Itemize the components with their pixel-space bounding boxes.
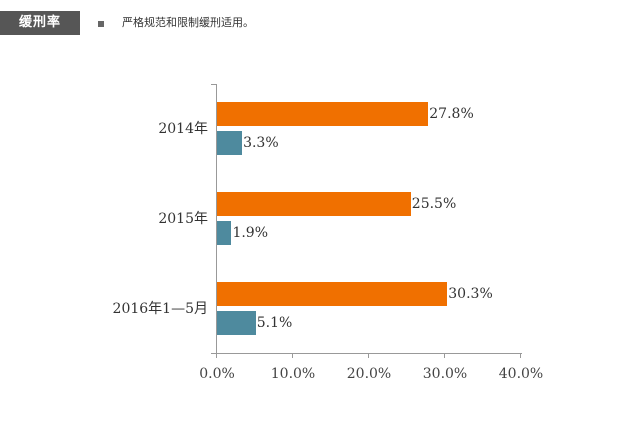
x-tick bbox=[292, 353, 293, 358]
bar-teal bbox=[217, 221, 232, 245]
x-tick bbox=[444, 353, 445, 358]
bar-orange bbox=[217, 282, 448, 306]
category-label: 2016年1—5月 bbox=[112, 301, 208, 317]
bar-teal bbox=[217, 131, 243, 155]
category-label: 2014年 bbox=[158, 121, 208, 137]
x-tick-label: 10.0% bbox=[270, 366, 316, 382]
x-tick-label: 0.0% bbox=[199, 366, 235, 382]
x-tick bbox=[368, 353, 369, 358]
y-axis-top-tick bbox=[211, 84, 217, 85]
x-tick bbox=[216, 353, 217, 358]
value-label: 27.8% bbox=[429, 106, 474, 122]
header-tag: 缓刑率 bbox=[0, 11, 80, 35]
y-axis bbox=[216, 84, 217, 354]
x-axis bbox=[211, 353, 522, 354]
x-tick-label: 30.0% bbox=[422, 366, 468, 382]
value-label: 30.3% bbox=[448, 286, 493, 302]
value-label: 25.5% bbox=[411, 196, 457, 212]
value-label: 3.3% bbox=[243, 135, 279, 151]
header-subtitle: 严格规范和限制缓刑适用。 bbox=[122, 16, 254, 29]
bullet-icon bbox=[98, 21, 104, 27]
x-tick-label: 20.0% bbox=[346, 366, 392, 382]
x-tick bbox=[520, 353, 521, 358]
x-tick-label: 40.0% bbox=[498, 366, 544, 382]
value-label: 5.1% bbox=[256, 315, 293, 331]
bar-orange bbox=[217, 192, 411, 216]
value-label: 1.9% bbox=[232, 225, 269, 241]
bar-orange bbox=[217, 102, 429, 126]
bar-teal bbox=[217, 311, 256, 335]
category-label: 2015年 bbox=[158, 211, 208, 227]
